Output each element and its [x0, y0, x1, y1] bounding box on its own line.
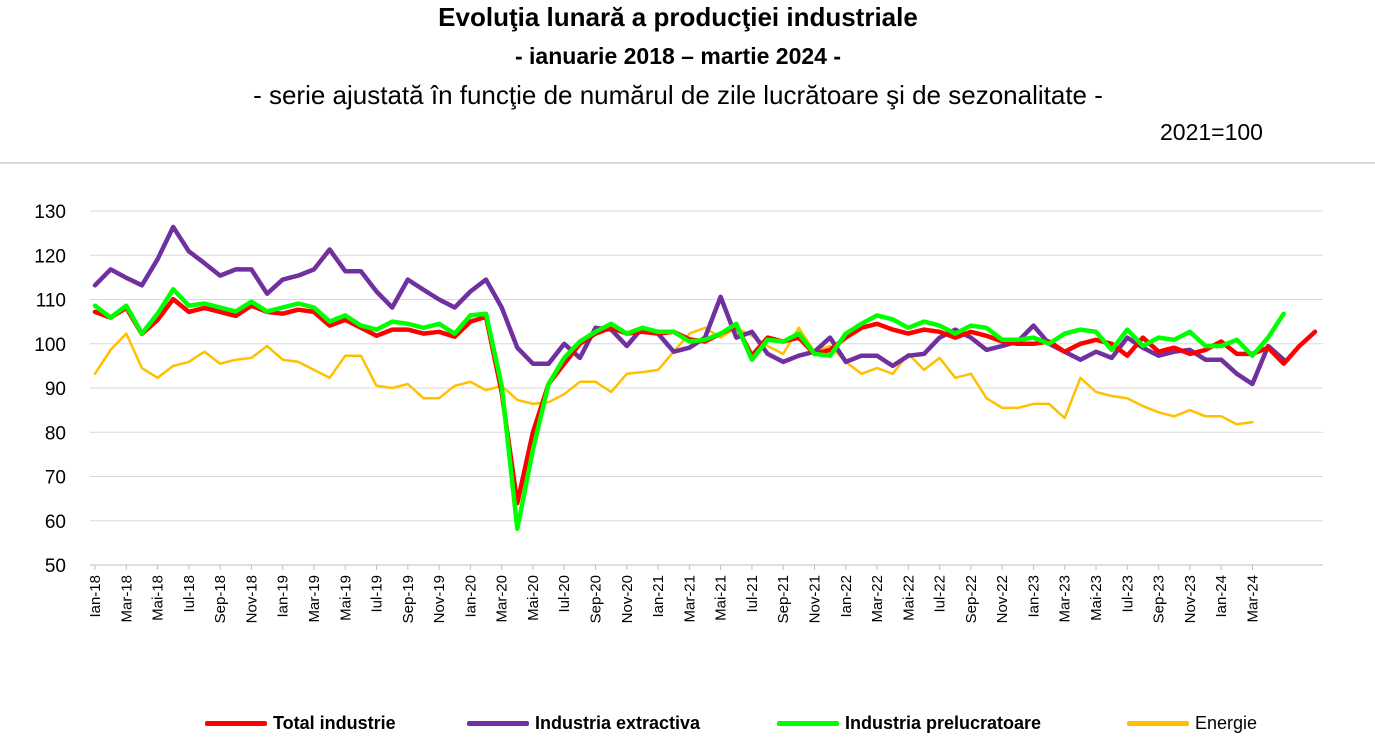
legend-label: Total industrie	[273, 712, 396, 733]
x-tick-label: Mai-21	[713, 575, 730, 621]
x-tick-label: Nov-22	[994, 575, 1011, 623]
y-tick-label: 90	[45, 379, 66, 400]
gridlines	[90, 210, 1323, 566]
chart-subtitle-adjustment: - serie ajustată în funcţie de numărul d…	[253, 80, 1103, 110]
x-tick-label: Sep-20	[588, 575, 605, 623]
legend-label: Energie	[1195, 712, 1258, 733]
x-tick-label: Mar-19	[306, 575, 323, 623]
x-tick-label: Ian-18	[87, 575, 104, 618]
x-tick-label: Nov-20	[619, 575, 636, 623]
x-tick-label: Mai-20	[525, 575, 542, 621]
x-tick-label: Sep-19	[400, 575, 417, 623]
chart-subtitle: - ianuarie 2018 – martie 2024 -	[514, 43, 842, 69]
series-line-industria-extractiva	[92, 224, 1286, 387]
x-tick-label: Sep-23	[1151, 575, 1168, 623]
x-tick-label: Iul-20	[556, 575, 573, 613]
x-tick-label: Mar-24	[1244, 575, 1261, 623]
y-tick-label: 70	[45, 468, 66, 489]
y-axis-ticks: 50 60 70 80 90 100 110 120 130	[34, 202, 66, 577]
x-tick-label: Ian-20	[462, 575, 479, 618]
x-tick-label: Sep-21	[775, 575, 792, 623]
header-divider	[0, 162, 1375, 164]
x-tick-label: Mar-22	[869, 575, 886, 623]
base-year-note: 2021=100	[1160, 119, 1263, 145]
x-tick-label: Mai-19	[337, 575, 354, 621]
x-tick-label: Mai-18	[150, 575, 167, 621]
legend-swatch	[205, 720, 267, 726]
x-axis-ticks: Ian-18 Mar-18 Mai-18 Iul-18 Sep-18 Nov-18 Ian-…	[87, 565, 1261, 623]
chart-title: Evoluţia lunară a producţiei industriale	[438, 2, 918, 32]
x-tick-label: Mar-23	[1057, 575, 1074, 623]
legend-swatch	[777, 720, 839, 726]
x-tick-label: Iul-23	[1119, 575, 1136, 613]
series-lines	[92, 224, 1318, 531]
y-tick-label: 80	[45, 423, 66, 444]
x-tick-label: Ian-22	[838, 575, 855, 618]
y-tick-label: 100	[34, 335, 66, 356]
x-tick-label: Nov-18	[243, 575, 260, 623]
x-tick-label: Iul-22	[932, 575, 949, 613]
line-chart: 50 60 70 80 90 100 110 120 130 Ian-18 Mar-18 Mai-1…	[34, 202, 1323, 623]
x-tick-label: Ian-21	[650, 575, 667, 618]
x-tick-label: Ian-24	[1213, 575, 1230, 618]
x-tick-label: Ian-23	[1025, 575, 1042, 618]
x-tick-label: Mar-18	[118, 575, 135, 623]
y-tick-label: 110	[36, 291, 66, 312]
x-tick-label: Iul-18	[181, 575, 198, 613]
x-tick-label: Ian-19	[275, 575, 292, 618]
x-tick-label: Sep-18	[212, 575, 229, 623]
y-tick-label: 120	[34, 246, 66, 267]
legend-label: Industria extractiva	[535, 712, 701, 733]
series-line-industria-prelucratoare	[92, 287, 1286, 531]
legend-item-industria-prelucratoare: Industria prelucratoare	[777, 708, 1041, 738]
legend: Total industrie Industria extractiva Ind…	[0, 708, 1375, 738]
x-tick-label: Mai-22	[900, 575, 917, 621]
legend-item-industria-extractiva: Industria extractiva	[467, 708, 700, 738]
x-tick-label: Nov-23	[1182, 575, 1199, 623]
x-tick-label: Sep-22	[963, 575, 980, 623]
y-tick-label: 60	[45, 512, 66, 533]
x-tick-label: Mai-23	[1088, 575, 1105, 621]
y-tick-label: 130	[34, 202, 66, 223]
x-tick-label: Iul-19	[369, 575, 386, 613]
legend-item-energie: Energie	[1127, 708, 1257, 738]
x-tick-label: Iul-21	[744, 575, 761, 613]
legend-item-total-industrie: Total industrie	[205, 708, 396, 738]
legend-swatch	[1127, 720, 1189, 726]
x-tick-label: Nov-19	[431, 575, 448, 623]
y-tick-label: 50	[45, 556, 66, 577]
x-tick-label: Nov-21	[806, 575, 823, 623]
legend-label: Industria prelucratoare	[845, 712, 1042, 733]
legend-swatch	[467, 720, 529, 726]
x-tick-label: Mar-20	[494, 575, 511, 623]
x-tick-label: Mar-21	[681, 575, 698, 623]
